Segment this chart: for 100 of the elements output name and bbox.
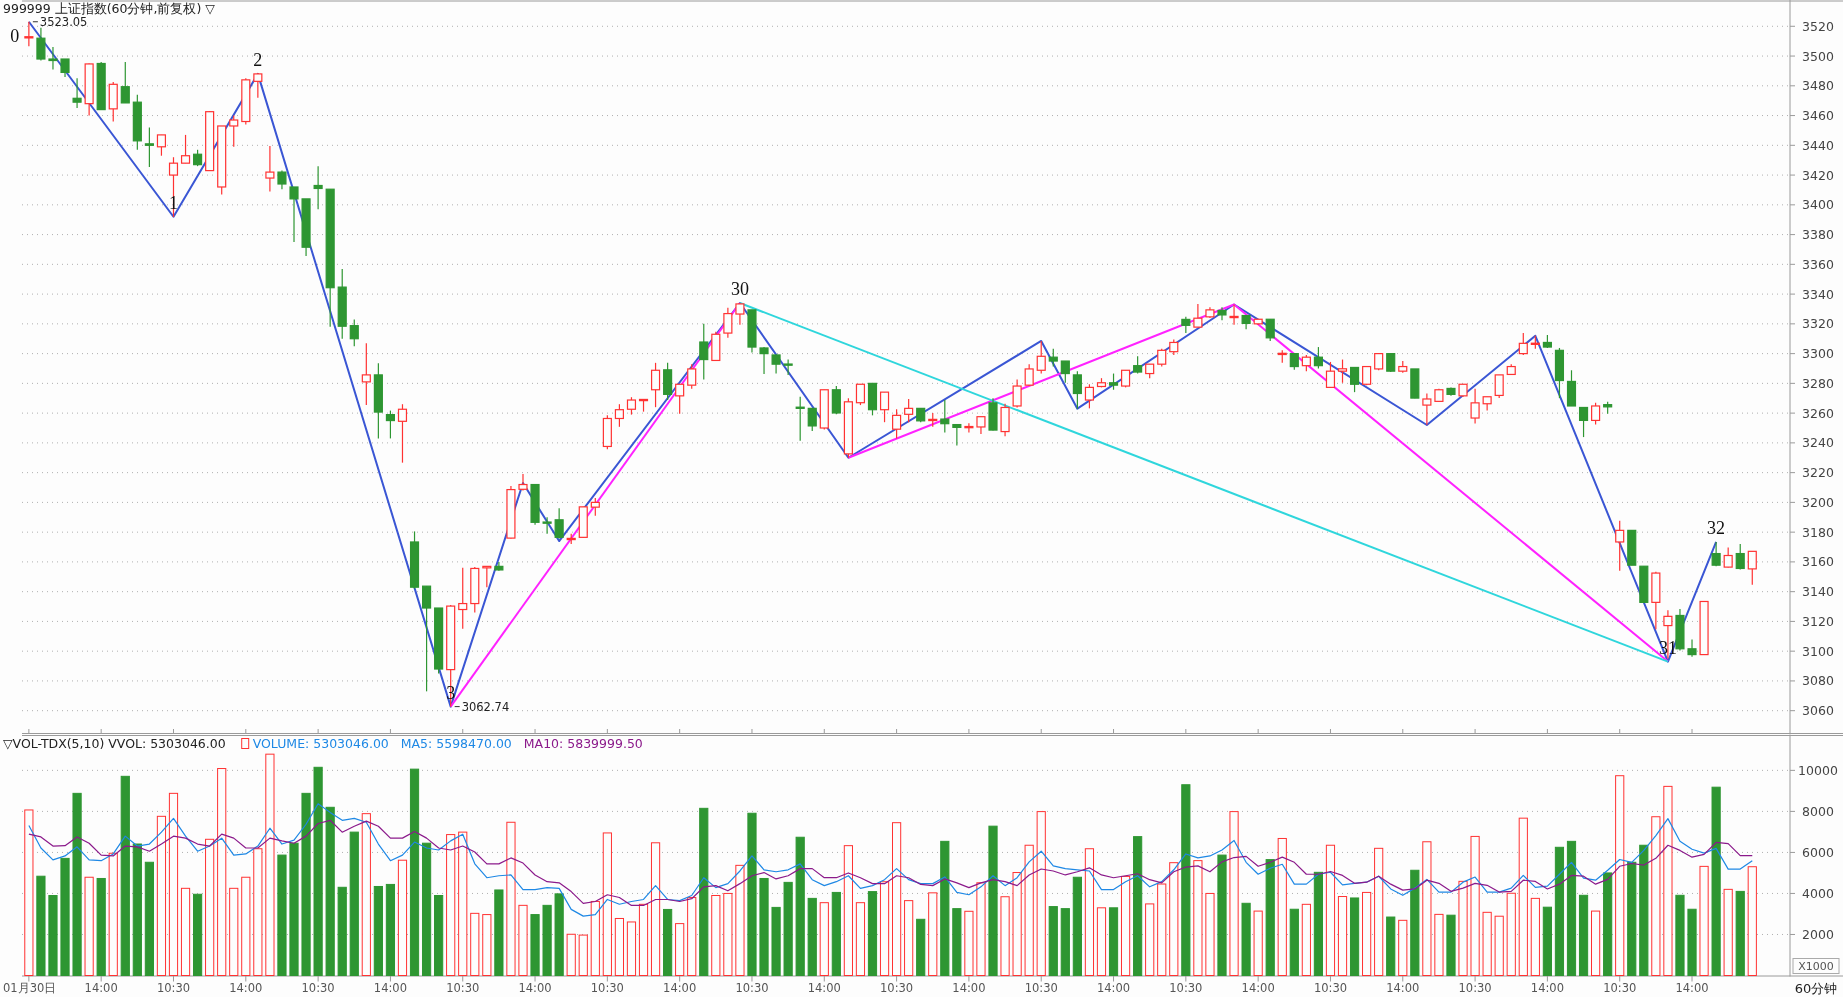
bar (964, 910, 974, 976)
bar (36, 875, 46, 976)
candlestick (1518, 332, 1528, 356)
candlestick (265, 145, 275, 193)
annotation: 2 (253, 49, 263, 70)
bar (1470, 835, 1480, 976)
bar (1133, 836, 1143, 976)
candlestick (385, 409, 395, 440)
candlestick (1615, 520, 1625, 572)
bar (699, 807, 709, 976)
bar (1217, 854, 1227, 976)
bar (554, 893, 564, 976)
bar (337, 886, 347, 976)
candlestick (1422, 392, 1432, 426)
candlestick (1084, 383, 1094, 409)
bar (84, 876, 94, 976)
annotation: 30 (730, 279, 749, 300)
bar (1675, 894, 1685, 976)
bar (747, 812, 757, 976)
bar (24, 809, 34, 976)
bar (1639, 844, 1649, 976)
bar (132, 843, 142, 976)
bar (470, 912, 480, 976)
x-tick-label: 10:30 (1458, 980, 1492, 995)
bar (120, 775, 130, 976)
bar (1229, 811, 1239, 976)
bar (1277, 837, 1287, 976)
candlestick (1337, 358, 1348, 384)
bar (626, 921, 637, 976)
bar (928, 892, 938, 976)
bar (156, 815, 167, 976)
bar (1446, 914, 1456, 976)
bar (1518, 817, 1528, 976)
y-tick-label: 10000 (1798, 762, 1838, 778)
bar (795, 836, 805, 976)
bar (759, 877, 769, 976)
bar (1506, 892, 1516, 976)
candlestick (807, 407, 817, 432)
y-tick-label: 3340 (1802, 286, 1834, 302)
bar (879, 881, 890, 976)
y-tick-label: 3320 (1802, 316, 1834, 332)
y-tick-label: 3180 (1802, 524, 1834, 540)
bar (1337, 896, 1348, 976)
bar (988, 825, 998, 976)
candlestick (253, 72, 263, 99)
candlestick (964, 422, 974, 434)
bar (397, 859, 408, 976)
bar (1181, 784, 1191, 976)
candlestick (313, 165, 323, 210)
candlestick (1072, 370, 1082, 410)
annotation: 32 (1707, 517, 1726, 538)
bar (96, 877, 106, 976)
candlestick (699, 323, 709, 381)
candlestick (120, 61, 130, 104)
bar (1422, 841, 1432, 976)
bar (506, 821, 516, 976)
bar (434, 895, 444, 976)
bar (1169, 862, 1179, 976)
candlestick (1723, 547, 1733, 569)
bar (1000, 896, 1010, 976)
bar (892, 822, 902, 976)
bar (711, 895, 721, 976)
candlestick (1193, 303, 1203, 328)
bar (843, 845, 853, 976)
bar (1494, 915, 1504, 976)
y-tick-label: 3080 (1802, 673, 1834, 689)
bar (807, 897, 817, 976)
x-tick-label: 14:00 (229, 980, 263, 995)
bar (1301, 903, 1311, 976)
bar (663, 908, 673, 976)
bar (229, 887, 239, 976)
candlestick (1036, 340, 1046, 375)
bar (687, 897, 697, 976)
bar (108, 852, 118, 976)
candlestick (1687, 638, 1697, 658)
bar (253, 848, 263, 976)
bar (1735, 890, 1745, 976)
bar (458, 831, 468, 976)
candlestick (458, 567, 468, 630)
bar (542, 904, 552, 976)
candlestick (940, 399, 950, 434)
bar (1723, 888, 1733, 976)
bar (940, 840, 950, 976)
candlestick (1012, 378, 1022, 409)
bar (1024, 844, 1034, 976)
bar (614, 917, 625, 976)
x-tick-label: 10:30 (1169, 980, 1203, 995)
bar (385, 883, 396, 976)
x-tick-label: 10:30 (1603, 980, 1637, 995)
candlestick (144, 126, 154, 168)
x-tick-label: 01月30日 (3, 980, 57, 995)
x-tick-label: 10:30 (1024, 980, 1058, 995)
candlestick (156, 134, 167, 157)
bar (1362, 891, 1372, 976)
bar (1627, 861, 1637, 976)
bar (1711, 786, 1721, 976)
bar (1663, 785, 1673, 976)
candlestick (1060, 360, 1070, 384)
y-tick-label: 3300 (1802, 346, 1834, 362)
bar (1325, 844, 1336, 976)
